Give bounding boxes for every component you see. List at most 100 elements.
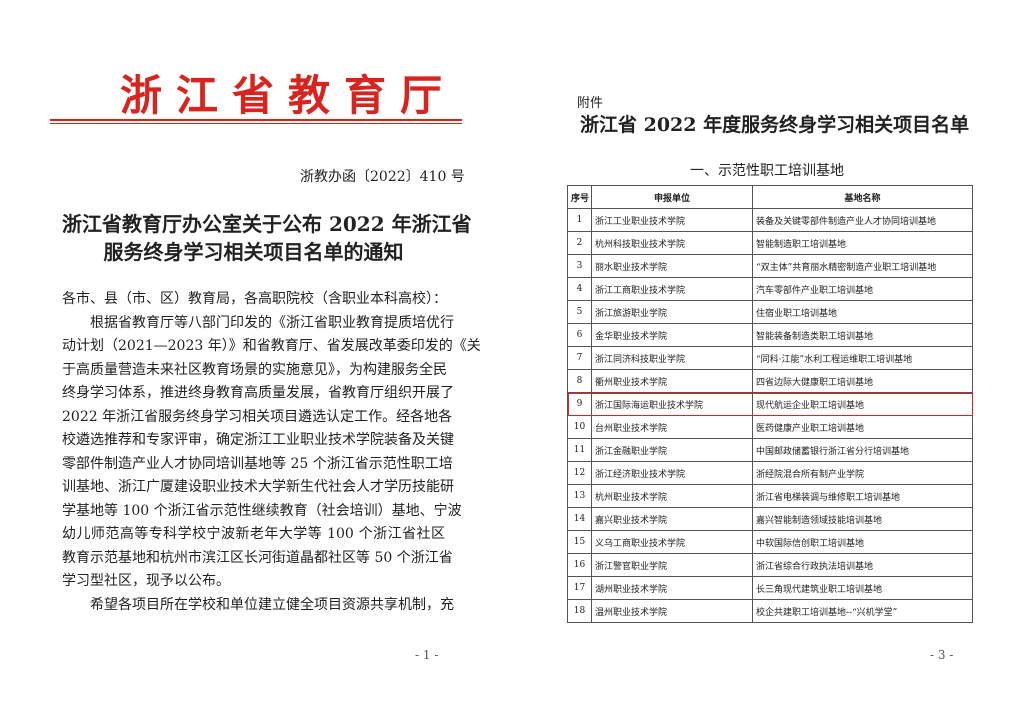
body-line: 幼儿师范高等专科学校宁波新老年大学等 100 个浙江省社区 [62,526,445,542]
title-line: 服务终身学习相关项目名单的通知 [103,240,404,264]
column-header: 申报单位 [591,185,753,209]
cell: 中软国际信创职工培训基地 [752,530,973,554]
cell: 台州职业技术学院 [591,415,753,439]
body-line: 希望各项目所在学校和单位建立健全项目资源共享机制，充 [90,596,454,613]
body-line: 训基地、浙江广厦建设职业技术大学新生代社会人才学历技能研 [62,479,454,495]
body-line: 动计划（2021—2023 年）》和省教育厅、省发展改革委印发的《关 [62,338,481,354]
body-line: 学基地等 100 个浙江省示范性继续教育（社会培训）基地、宁波 [62,502,462,519]
cell: 18 [567,599,592,623]
table-row: 3 丽水职业技术学院 “双主体”共育丽水精密制造产业职工培训基地 [567,254,973,278]
cell: 11 [567,438,592,462]
cell: 1 [567,208,592,232]
list-title: 浙江省 2022 年度服务终身学习相关项目名单 [580,114,970,136]
page-number: - 1 - [415,648,439,662]
cell: 2 [567,231,592,255]
cell: 7 [567,346,592,370]
table-row: 14 嘉兴职业技术学院 嘉兴智能制造领域技能培训基地 [567,507,973,531]
cell: 中国邮政储蓄银行浙江省分行培训基地 [752,438,973,462]
cell: 浙江经济职业技术学院 [591,461,753,485]
cell: 4 [567,277,592,301]
body-line: 零部件制造产业人才协同培训基地等 25 个浙江省示范性职工培 [62,455,453,472]
body-line: 学习型社区，现予以公布。 [62,573,230,589]
column-header: 基地名称 [752,185,973,209]
cell: 嘉兴职业技术学院 [591,507,753,531]
cell: 15 [567,530,592,554]
attachment: 附件 [577,96,604,111]
table-row: 16 浙江警官职业学院 浙江省综合行政执法培训基地 [567,553,973,577]
cell: 杭州职业技术学院 [591,484,753,508]
cell: 浙江省综合行政执法培训基地 [752,553,973,577]
cell: 四省边际大健康职工培训基地 [752,369,973,393]
cell: 浙江省电梯装调与维修职工培训基地 [752,484,973,508]
page-number: - 3 - [930,648,954,662]
cell: 9 [567,392,592,416]
table: 序号 申报单位 基地名称 1 浙江工业职业技术学院 装备及关键零部件制造产业人才协同培训基… [567,185,973,623]
cell: 丽水职业技术学院 [591,254,753,278]
doc-number: 浙教办函〔2022〕410 号 [300,169,465,185]
cell: 智能制造职工培训基地 [752,231,973,255]
cell: 16 [567,553,592,577]
cell: 义乌工商职业技术学院 [591,530,753,554]
cell: 5 [567,300,592,324]
cell: 长三角现代建筑业职工培训基地 [752,576,973,600]
cell: 17 [567,576,592,600]
cell: 衢州职业技术学院 [591,369,753,393]
table-row: 17 湖州职业技术学院 长三角现代建筑业职工培训基地 [567,576,973,600]
table-row: 15 义乌工商职业技术学院 中软国际信创职工培训基地 [567,530,973,554]
cell: 14 [567,507,592,531]
table-row: 11 浙江金融职业学院 中国邮政储蓄银行浙江省分行培训基地 [567,438,973,462]
cell: 湖州职业技术学院 [591,576,753,600]
cell: 6 [567,323,592,347]
cell: 嘉兴智能制造领域技能培训基地 [752,507,973,531]
cell: 8 [567,369,592,393]
cell: 智能装备制造类职工培训基地 [752,323,973,347]
table-row: 1 浙江工业职业技术学院 装备及关键零部件制造产业人才协同培训基地 [567,208,973,232]
cell: 现代航运企业职工培训基地 [752,392,973,416]
doc-title: 浙江省教育厅办公室关于公布 2022 年浙江省 服务终身学习相关项目名单的通知 [62,210,472,266]
cell: 10 [567,415,592,439]
cell: 住宿业职工培训基地 [752,300,973,324]
cell: 浙江警官职业学院 [591,553,753,577]
body-line: 于高质量营造未来社区教育场景的实施意见》，为构建服务全民 [62,361,447,378]
header-row: 序号 申报单位 基地名称 [567,185,973,209]
cell: 浙江旅游职业学院 [591,300,753,324]
cell: 浙江工业职业技术学院 [591,208,753,232]
cell: 浙江国际海运职业技术学院 [591,392,753,416]
cell: “同科·江能”水利工程运维职工培训基地 [752,346,973,370]
cell: 浙经院混合所有制产业学院 [752,461,973,485]
cell: 医药健康产业职工培训基地 [752,415,973,439]
table-row: 7 浙江同济科技职业学院 “同科·江能”水利工程运维职工培训基地 [567,346,973,370]
header: 浙江省教育厅 [120,71,457,120]
table-row: 8 衢州职业技术学院 四省边际大健康职工培训基地 [567,369,973,393]
cell: “双主体”共育丽水精密制造产业职工培训基地 [752,254,973,278]
table-row: 2 杭州科技职业技术学院 智能制造职工培训基地 [567,231,973,255]
table-row: 13 杭州职业技术学院 浙江省电梯装调与维修职工培训基地 [567,484,973,508]
section: 一、示范性职工培训基地 [690,163,844,179]
title-line: 浙江省教育厅办公室关于公布 2022 年浙江省 [62,212,472,236]
header-rule [50,119,462,124]
table-row: 5 浙江旅游职业学院 住宿业职工培训基地 [567,300,973,324]
table-row: 6 金华职业技术学院 智能装备制造类职工培训基地 [567,323,973,347]
cell: 汽车零部件产业职工培训基地 [752,277,973,301]
cell: 杭州科技职业技术学院 [591,231,753,255]
table-row: 4 浙江工商职业技术学院 汽车零部件产业职工培训基地 [567,277,973,301]
cell: 浙江工商职业技术学院 [591,277,753,301]
table-row: 18 温州职业技术学院 校企共建职工培训基地--“兴机学堂” [567,599,973,623]
cell: 温州职业技术学院 [591,599,753,623]
cell: 13 [567,484,592,508]
cell: 12 [567,461,592,485]
table-row: 10 台州职业技术学院 医药健康产业职工培训基地 [567,415,973,439]
cell: 浙江金融职业学院 [591,438,753,462]
table-row: 12 浙江经济职业技术学院 浙经院混合所有制产业学院 [567,461,973,485]
body-line: 校遴选推荐和专家评审，确定浙江工业职业技术学院装备及关键 [62,432,454,448]
body-line: 终身学习体系，推进终身教育高质量发展，省教育厅组织开展了 [62,385,454,401]
body-line: 教育示范基地和杭州市滨江区长河街道晶都社区等 50 个浙江省 [62,549,453,566]
column-header: 序号 [567,185,592,209]
cell: 金华职业技术学院 [591,323,753,347]
cell: 校企共建职工培训基地--“兴机学堂” [752,599,973,623]
cell: 装备及关键零部件制造产业人才协同培训基地 [752,208,973,232]
cell: 浙江同济科技职业学院 [591,346,753,370]
body-line: 根据省教育厅等八部门印发的《浙江省职业教育提质培优行 [90,314,454,331]
table-row: 9 浙江国际海运职业技术学院 现代航运企业职工培训基地 [567,392,973,416]
